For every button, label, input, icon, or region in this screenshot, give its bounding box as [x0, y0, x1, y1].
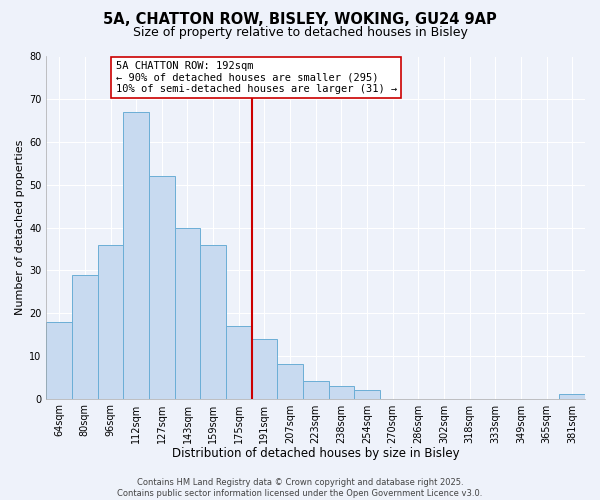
Text: Contains HM Land Registry data © Crown copyright and database right 2025.
Contai: Contains HM Land Registry data © Crown c… [118, 478, 482, 498]
Bar [200, 244, 226, 398]
Bar [98, 244, 124, 398]
Bar [72, 274, 98, 398]
Y-axis label: Number of detached properties: Number of detached properties [15, 140, 25, 315]
Bar [251, 338, 277, 398]
Bar [354, 390, 380, 398]
Bar [46, 322, 72, 398]
Bar [175, 228, 200, 398]
Text: Size of property relative to detached houses in Bisley: Size of property relative to detached ho… [133, 26, 467, 39]
Bar [329, 386, 354, 398]
X-axis label: Distribution of detached houses by size in Bisley: Distribution of detached houses by size … [172, 447, 460, 460]
Bar [124, 112, 149, 399]
Bar [559, 394, 585, 398]
Bar [226, 326, 251, 398]
Bar [303, 382, 329, 398]
Text: 5A, CHATTON ROW, BISLEY, WOKING, GU24 9AP: 5A, CHATTON ROW, BISLEY, WOKING, GU24 9A… [103, 12, 497, 28]
Bar [149, 176, 175, 398]
Bar [277, 364, 303, 398]
Text: 5A CHATTON ROW: 192sqm
← 90% of detached houses are smaller (295)
10% of semi-de: 5A CHATTON ROW: 192sqm ← 90% of detached… [116, 61, 397, 94]
